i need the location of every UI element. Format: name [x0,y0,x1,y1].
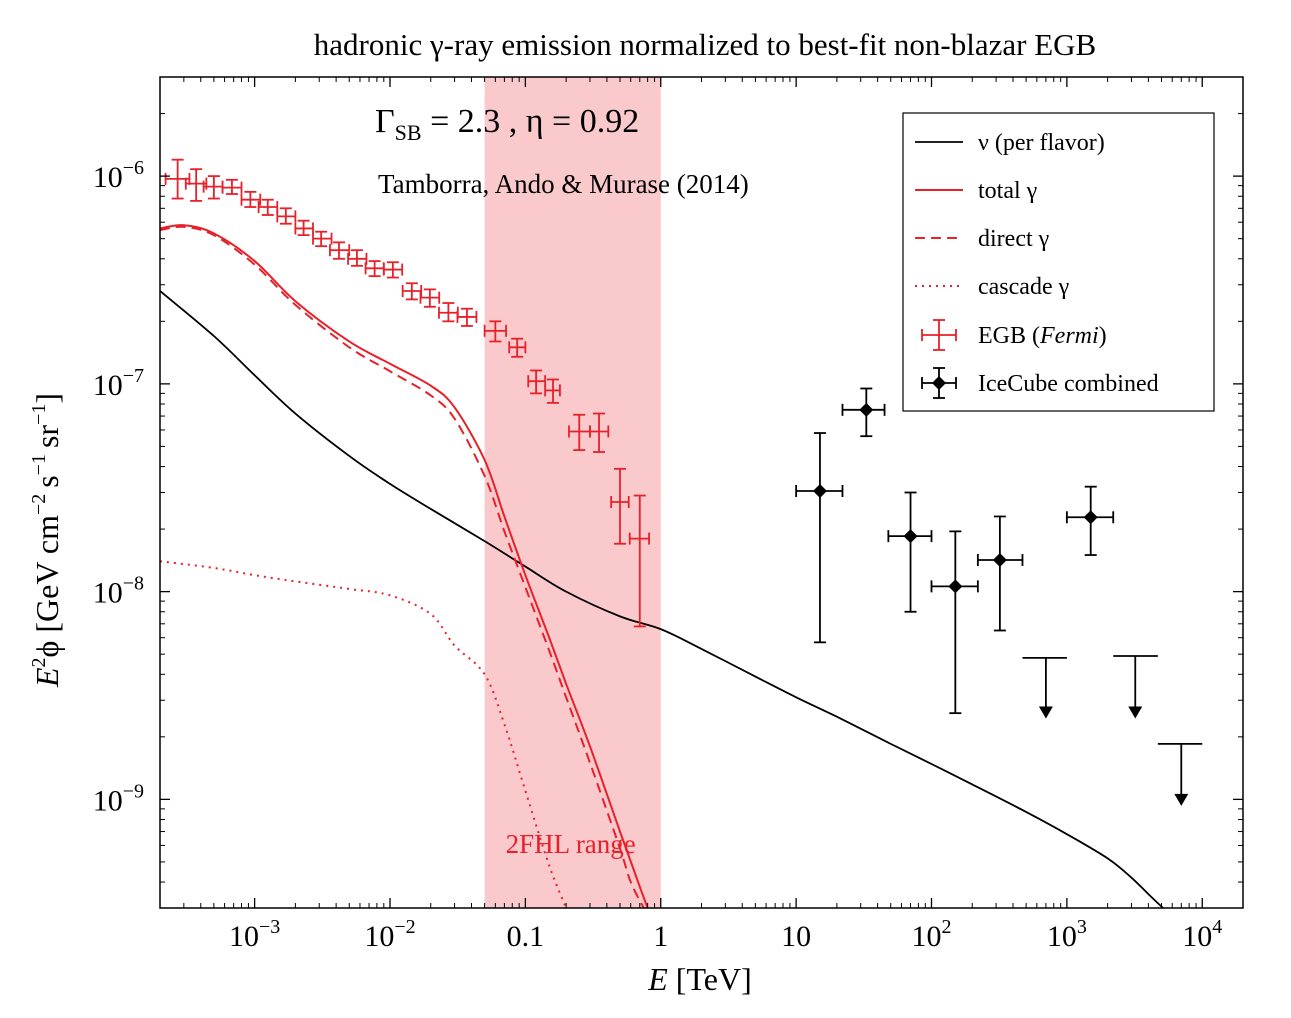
egb-point-11 [364,260,385,278]
egb-point-8 [312,230,333,248]
gamma-subscript: SB [395,120,422,145]
upper-limit-arrow-0 [1038,706,1053,719]
legend-marker-egb [921,319,957,351]
axis-ticks: 10−3 10−2 0.1 1 10 102 103 104 10−9 10−8 10−7 10−6 [93,76,1244,953]
parameter-values: = 2.3 , η = 0.92 [422,103,640,140]
legend-label-nu: ν (per flavor) [978,130,1105,156]
egb-point-3 [221,178,243,195]
band-label: 2FHL range [506,829,636,859]
egb-point-22 [589,412,610,453]
egb-point-15 [438,302,459,323]
x-tick-label-7: 104 [1182,916,1222,953]
icecube-point-3 [930,530,979,715]
icecube-point-0-marker [812,484,827,499]
y-tick-label-2: 10−7 [93,365,144,402]
egb-point-20 [544,378,561,404]
egb-point-4 [240,190,262,208]
egb-point-19 [527,369,547,395]
upper-limit-arrow-1 [1128,706,1143,719]
y-axis-label: E2ϕ [GeV cm−2s−1sr−1] [28,393,65,688]
x-tick-label-1: 10−2 [364,916,415,953]
gamma-symbol: Γ [375,103,395,140]
x-axis-label: E [TeV] [647,961,751,997]
legend-label-icecube: IceCube combined [978,371,1159,397]
x-tick-label-3: 1 [653,920,668,953]
x-tick-label-6: 103 [1047,916,1087,953]
icecube-point-2-marker [903,529,918,544]
legend-marker-icecube [921,367,957,399]
egb-point-18 [508,337,527,358]
series-layer [160,224,1165,908]
x-tick-label-4: 10 [781,920,811,953]
egb-point-14 [419,288,441,308]
egb-point-16 [456,307,478,327]
y-tick-label-1: 10−8 [93,573,144,610]
points-layer [164,158,1203,806]
icecube-point-1 [841,387,886,438]
egb-point-10 [347,249,368,267]
parameter-annotation: ΓSB = 2.3 , η = 0.92 [375,103,639,145]
y-tick-label-0: 10−9 [93,780,144,817]
icecube-point-0 [795,432,844,644]
upper-limit-arrow-2 [1174,793,1189,806]
icecube-point-5-marker [1083,510,1098,525]
legend-box [902,112,1215,412]
2fhl-band [484,77,661,908]
legend-label-egb: EGB (Fermi) [978,323,1107,349]
legend: ν (per flavor) total γ direct γ cascade … [902,112,1215,412]
egb-point-5 [257,198,279,216]
series-line-2 [160,225,645,908]
icecube-point-3-marker [948,579,963,594]
icecube-point-5 [1065,485,1115,556]
x-tick-label-0: 10−3 [229,916,280,953]
icecube-point-1-marker [859,402,874,417]
egb-point-23 [610,467,630,545]
egb-point-13 [401,282,423,301]
egb-point-24 [628,494,650,628]
series-line-0 [160,290,1165,908]
reference-annotation: Tamborra, Ando & Murase (2014) [378,169,749,199]
icecube-point-4 [976,515,1024,632]
icecube-upper-limit-0 [1022,656,1067,719]
legend-label-cascade: cascade γ [978,274,1070,300]
series-line-1 [160,224,649,908]
x-tick-label-5: 102 [911,916,951,953]
icecube-point-2 [887,491,933,613]
egb-point-17 [483,320,507,343]
egb-point-12 [382,261,404,279]
egb-point-9 [329,241,351,260]
y-tick-label-3: 10−6 [93,157,144,194]
egb-point-6 [276,207,297,225]
chart-title: hadronic γ-ray emission normalized to be… [314,27,1096,62]
x-tick-label-2: 0.1 [507,920,545,953]
icecube-upper-limit-2 [1157,742,1203,806]
legend-label-direct: direct γ [978,226,1050,252]
legend-label-total: total γ [978,178,1038,204]
egb-point-7 [294,219,314,237]
icecube-point-4-marker [992,552,1007,567]
icecube-upper-limit-1 [1113,655,1158,719]
